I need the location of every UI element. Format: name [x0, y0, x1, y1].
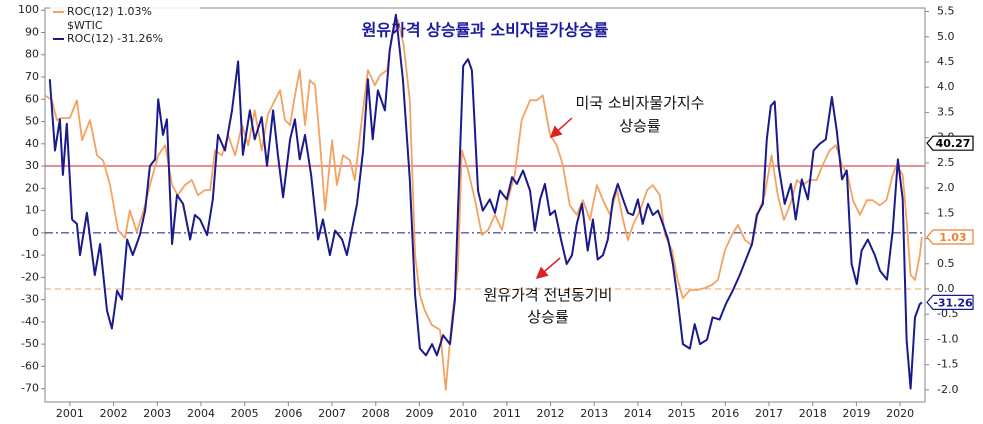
- y-tick-label: 40: [25, 137, 39, 150]
- y2-tick-label: 5.5: [937, 5, 955, 18]
- y2-tick-label: -1.0: [937, 332, 958, 345]
- legend-group-label: $WTIC: [67, 19, 103, 32]
- y2-tick-label: 2.5: [937, 156, 955, 169]
- y2-tick-label: 5.0: [937, 30, 955, 43]
- annotation: 미국 소비자물가지수: [576, 94, 705, 112]
- y2-tick-label: -1.5: [937, 358, 958, 371]
- value-tag: [926, 229, 974, 245]
- y-tick-label: 10: [25, 204, 39, 217]
- value-tag: [926, 294, 974, 311]
- x-tick-label: 2007: [318, 407, 346, 420]
- y2-tick-label: 3.5: [937, 105, 955, 118]
- x-tick-label: 2018: [799, 407, 827, 420]
- x-tick-label: 2005: [231, 407, 259, 420]
- y-tick-label: 90: [25, 25, 39, 38]
- y2-tick-label: 0.5: [937, 257, 955, 270]
- x-tick-label: 2013: [580, 407, 608, 420]
- y-tick-label: 30: [25, 159, 39, 172]
- y2-tick-label: 1.5: [937, 206, 955, 219]
- x-tick-label: 2008: [362, 407, 390, 420]
- value-tag: [926, 135, 974, 151]
- legend-label: ROC(12) -31.26%: [67, 32, 163, 45]
- x-tick-label: 2003: [143, 407, 171, 420]
- y-tick-label: -10: [21, 248, 39, 261]
- x-tick-label: 2015: [668, 407, 696, 420]
- x-tick-label: 2002: [100, 407, 128, 420]
- y-tick-label: 0: [32, 226, 39, 239]
- plot-layer: -70 -60 -50 -40 -30 -20 -10 0 10 20 30 40 50 60 70 80 90…: [18, 3, 958, 420]
- y-tick-label: -40: [21, 315, 39, 328]
- legend-label: ROC(12) 1.03%: [67, 5, 152, 18]
- x-tick-label: 2004: [187, 407, 215, 420]
- x-tick-label: 2016: [711, 407, 739, 420]
- y-tick-label: -50: [21, 337, 39, 350]
- annotation: 원유가격 전년동기비: [484, 286, 613, 304]
- plot-area: [44, 7, 926, 403]
- series-line: [44, 19, 923, 391]
- y-tick-label: -70: [21, 382, 39, 395]
- y-tick-label: 60: [25, 92, 39, 105]
- y-tick-label: 100: [18, 3, 39, 16]
- y-tick-label: -20: [21, 270, 39, 283]
- annotation-arrow: [549, 117, 573, 139]
- y2-tick-label: 0.0: [937, 282, 955, 295]
- x-tick-label: 2001: [56, 407, 84, 420]
- x-tick-label: 2011: [493, 407, 521, 420]
- x-tick-label: 2006: [274, 407, 302, 420]
- y2-tick-label: -0.5: [937, 307, 958, 320]
- y2-tick-label: -2.0: [937, 383, 958, 396]
- y-tick-label: -30: [21, 293, 39, 306]
- y2-tick-label: 2.0: [937, 181, 955, 194]
- chart-title: 원유가격 상승률과 소비자물가상승률: [362, 21, 609, 40]
- y-tick-label: 70: [25, 70, 39, 83]
- y-tick-label: 20: [25, 181, 39, 194]
- x-tick-label: 2019: [842, 407, 870, 420]
- annotation: 상승률: [619, 117, 661, 135]
- y2-tick-label: 4.0: [937, 80, 955, 93]
- x-tick-label: 2010: [449, 407, 477, 420]
- annotation-arrow: [535, 257, 561, 279]
- annotation: 상승률: [527, 308, 569, 326]
- x-tick-label: 2012: [537, 407, 565, 420]
- series-line: [48, 13, 923, 390]
- y2-tick-label: 4.5: [937, 55, 955, 68]
- x-tick-label: 2014: [624, 407, 652, 420]
- x-tick-label: 2020: [886, 407, 914, 420]
- y-tick-label: 50: [25, 115, 39, 128]
- x-tick-label: 2017: [755, 407, 783, 420]
- legend-box: [50, 3, 200, 47]
- y-tick-label: 80: [25, 48, 39, 61]
- value-tag-label: -31.26: [933, 296, 973, 309]
- value-tag-label: 1.03: [939, 231, 966, 244]
- value-tag-label: 40.27: [936, 137, 971, 150]
- x-tick-label: 2009: [405, 407, 433, 420]
- y-tick-label: -60: [21, 359, 39, 372]
